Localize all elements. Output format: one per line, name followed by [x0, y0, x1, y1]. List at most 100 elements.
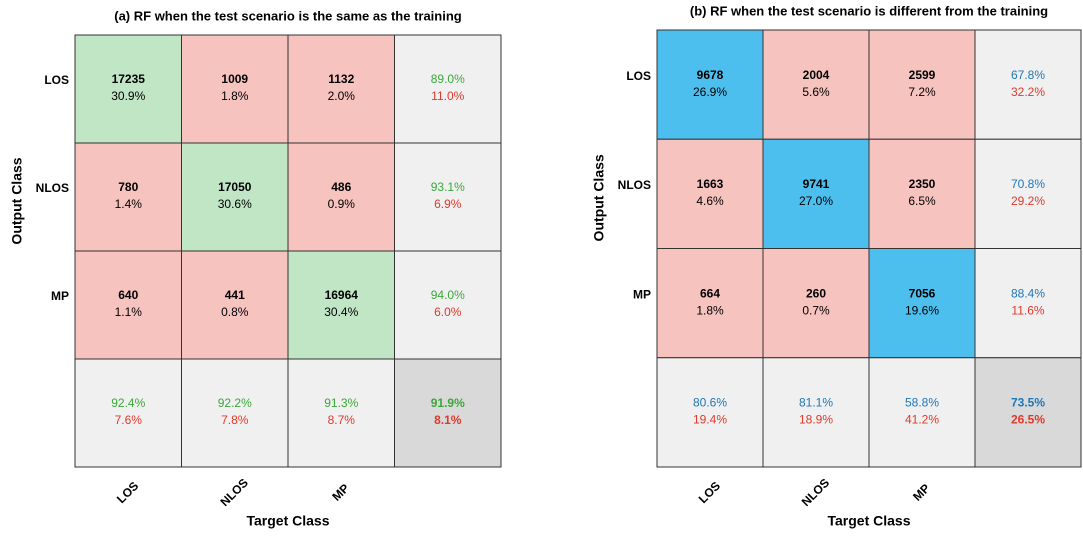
summary-error: 26.5% — [1011, 413, 1045, 427]
summary-error: 41.2% — [905, 413, 939, 427]
summary-error: 8.7% — [328, 413, 356, 427]
cell — [394, 142, 502, 252]
cell — [762, 138, 870, 249]
y-axis-label: Output Class — [9, 157, 25, 244]
cell — [974, 357, 1082, 468]
row-label: NLOS — [618, 178, 651, 192]
cell — [656, 248, 764, 359]
row-label: MP — [633, 287, 651, 301]
x-axis-label: Target Class — [828, 513, 911, 529]
cell — [974, 29, 1082, 140]
cell — [868, 248, 976, 359]
cell — [181, 142, 289, 252]
cell-percent: 0.7% — [802, 303, 830, 317]
cell-percent: 0.9% — [328, 197, 356, 211]
summary-error: 11.6% — [1011, 303, 1044, 317]
cell — [656, 29, 764, 140]
cell-count: 1009 — [221, 72, 248, 86]
summary-correct: 67.8% — [1011, 68, 1045, 82]
cell — [974, 138, 1082, 249]
cell-percent: 30.9% — [111, 89, 145, 103]
summary-error: 6.9% — [434, 197, 462, 211]
cell — [974, 248, 1082, 359]
row-label: NLOS — [36, 181, 69, 195]
row-label: MP — [51, 289, 69, 303]
summary-correct: 89.0% — [431, 72, 465, 86]
cell-percent: 19.6% — [905, 303, 939, 317]
cell-percent: 27.0% — [799, 194, 833, 208]
cell-count: 1132 — [328, 72, 354, 86]
row-label: LOS — [44, 73, 69, 87]
cell — [394, 34, 502, 144]
cell — [287, 34, 395, 144]
cell — [868, 29, 976, 140]
summary-error: 32.2% — [1011, 85, 1045, 99]
summary-correct: 94.0% — [431, 288, 465, 302]
chart-title: (a) RF when the test scenario is the sam… — [114, 8, 462, 23]
column-label: MP — [329, 481, 352, 504]
summary-correct: 58.8% — [905, 396, 939, 410]
summary-error: 19.4% — [693, 413, 727, 427]
summary-correct: 91.3% — [324, 396, 358, 410]
cell-count: 9741 — [803, 177, 830, 191]
cell-count: 16964 — [325, 288, 359, 302]
cell-percent: 30.6% — [218, 197, 252, 211]
summary-error: 11.0% — [431, 89, 464, 103]
cell-count: 640 — [118, 288, 138, 302]
cell-percent: 4.6% — [696, 194, 724, 208]
cell-percent: 2.0% — [328, 89, 356, 103]
cell-count: 17235 — [112, 72, 146, 86]
cell-count: 780 — [118, 180, 138, 194]
cell-count: 7056 — [909, 286, 936, 300]
chart-title: (b) RF when the test scenario is differe… — [690, 3, 1048, 18]
cell-percent: 6.5% — [908, 194, 936, 208]
cell — [181, 34, 289, 144]
summary-error: 7.8% — [221, 413, 249, 427]
row-label: LOS — [626, 69, 651, 83]
summary-error: 8.1% — [434, 413, 462, 427]
cell-percent: 30.4% — [324, 305, 358, 319]
summary-error: 6.0% — [434, 305, 462, 319]
summary-correct: 92.2% — [218, 396, 252, 410]
summary-correct: 80.6% — [693, 396, 727, 410]
summary-correct: 92.4% — [111, 396, 145, 410]
cell-percent: 1.1% — [115, 305, 143, 319]
cell — [394, 358, 502, 468]
cell — [181, 250, 289, 360]
cell — [181, 358, 289, 468]
cell-percent: 5.6% — [802, 85, 830, 99]
cell — [394, 250, 502, 360]
cell — [656, 357, 764, 468]
cell-count: 1663 — [697, 177, 724, 191]
cell — [287, 358, 395, 468]
column-label: MP — [910, 481, 933, 504]
summary-correct: 88.4% — [1011, 286, 1045, 300]
column-label: LOS — [696, 479, 723, 506]
cell — [74, 34, 182, 144]
cell — [762, 29, 870, 140]
x-axis-label: Target Class — [247, 513, 330, 529]
column-label: NLOS — [217, 476, 250, 509]
summary-error: 29.2% — [1011, 194, 1045, 208]
cell-count: 486 — [331, 180, 351, 194]
cell — [74, 358, 182, 468]
cell-percent: 1.8% — [221, 89, 249, 103]
cell-percent: 26.9% — [693, 85, 727, 99]
cell-count: 2004 — [803, 68, 830, 82]
summary-error: 7.6% — [115, 413, 143, 427]
cell-count: 17050 — [218, 180, 252, 194]
cell-percent: 1.8% — [696, 303, 724, 317]
summary-correct: 73.5% — [1011, 396, 1045, 410]
column-label: NLOS — [799, 476, 832, 509]
cell — [656, 138, 764, 249]
column-label: LOS — [114, 479, 141, 506]
cell-count: 9678 — [697, 68, 724, 82]
cell-count: 441 — [225, 288, 245, 302]
cell-percent: 0.8% — [221, 305, 249, 319]
cell-count: 2599 — [909, 68, 936, 82]
cell-count: 2350 — [909, 177, 936, 191]
cell — [868, 357, 976, 468]
cell-count: 664 — [700, 286, 720, 300]
cell — [868, 138, 976, 249]
